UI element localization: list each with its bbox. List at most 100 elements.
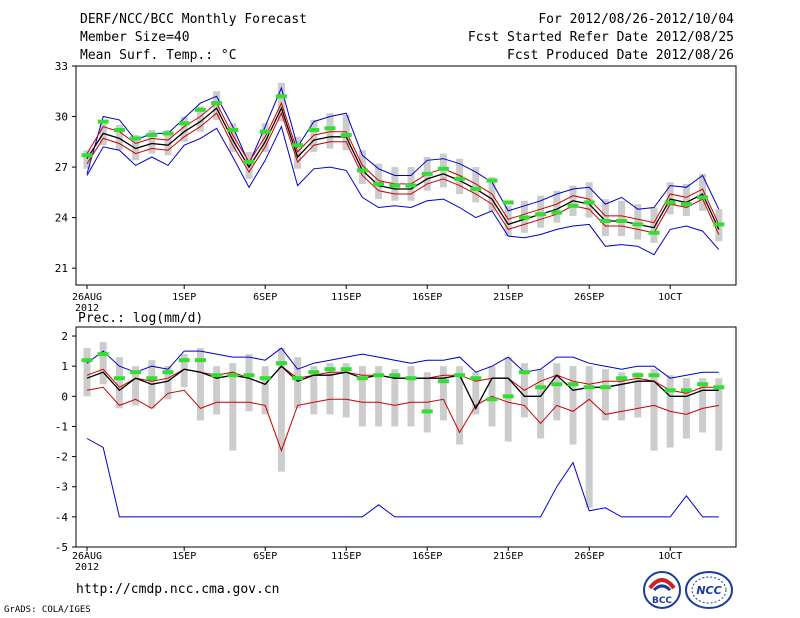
precipitation-observed-mark [454,373,466,378]
precipitation-spread-box [294,357,302,409]
temperature-observed-mark [243,160,255,165]
precipitation-spread-box [391,369,399,427]
precipitation-observed-mark [340,367,352,372]
precipitation-observed-mark [405,376,417,381]
source-url[interactable]: http://cmdp.ncc.cma.gov.cn [76,582,280,597]
precipitation-observed-mark [518,370,530,375]
temperature-spread-box [358,150,366,184]
temperature-spread-box [618,200,626,237]
precipitation-spread-box [261,366,269,415]
precipitation-observed-mark [389,373,401,378]
precipitation-spread-box [650,369,658,451]
temperature-plot-frame [75,65,737,286]
temperature-spread-box [213,91,221,120]
precipitation-observed-mark [616,376,628,381]
ncc-logo: NCC [685,571,733,609]
precipitation-observed-mark [259,376,271,381]
precipitation-observed-mark [162,370,174,375]
precipitation-y-tick-label: -3 [55,481,68,494]
temperature-observed-mark [502,200,514,205]
temperature-observed-mark [470,186,482,191]
started-refer-date: Fcst Started Refer Date 2012/08/25 [467,30,734,45]
precipitation-observed-mark [211,373,223,378]
precipitation-x-tick-label: 6SEP [253,551,277,562]
temperature-spread-box [180,116,188,142]
precipitation-observed-mark [664,388,676,393]
precipitation-x-tick-label: 21SEP [493,551,523,562]
temperature-observed-mark [454,176,466,181]
temperature-observed-mark [227,128,239,133]
temperature-observed-mark [421,171,433,176]
precipitation-spread-box [358,366,366,427]
variable-label: Mean Surf. Temp.: °C [80,48,237,63]
temperature-y-tick-label: 27 [55,161,68,174]
temperature-observed-mark [648,230,660,235]
temperature-upper-line [86,101,720,225]
temperature-x-tick-label: 1OCT [658,292,682,303]
precipitation-mean-line [86,365,719,410]
precipitation-observed-mark [227,373,239,378]
precipitation-spread-box [585,366,593,508]
temperature-spread-box [310,119,318,152]
precipitation-observed-mark [356,376,368,381]
bcc-logo-arc [648,578,676,590]
temperature-spread-box [585,182,593,218]
temperature-observed-mark [535,212,547,217]
temperature-x-tick-label: 26SEP [574,292,604,303]
precipitation-max-line [86,347,719,379]
temperature-observed-mark [551,210,563,215]
temperature-max-line [86,86,720,212]
precipitation-observed-mark [308,370,320,375]
temperature-year-label: 2012 [75,303,99,314]
precipitation-spread-box [699,378,707,433]
precipitation-spread-box [326,363,334,415]
precipitation-observed-mark [551,382,563,387]
precipitation-observed-mark [486,397,498,402]
precipitation-observed-mark [437,379,449,384]
temperature-spread-box [504,205,512,237]
precipitation-observed-mark [632,373,644,378]
precipitation-spread-box [245,354,253,412]
temperature-x-tick-label: 6SEP [253,292,277,303]
precipitation-observed-mark [373,373,385,378]
precipitation-observed-mark [583,385,595,390]
temperature-spread-box [699,173,707,211]
precipitation-spread-box [553,363,561,421]
temperature-observed-mark [616,218,628,223]
precipitation-spread-box [180,354,188,388]
temperature-min-line [86,125,720,256]
temperature-observed-mark [130,136,142,141]
temperature-observed-mark [178,121,190,126]
precipitation-spread-box [375,366,383,427]
temperature-spread-box [148,130,156,154]
temperature-observed-mark [697,195,709,200]
temperature-x-tick-label: 21SEP [493,292,523,303]
temperature-observed-mark [211,101,223,106]
forecast-period: For 2012/08/26-2012/10/04 [538,12,734,27]
temperature-observed-mark [340,133,352,138]
precipitation-observed-mark [243,373,255,378]
precipitation-spread-box [196,348,204,421]
temperature-spread-box [634,204,642,240]
precipitation-spread-box [164,366,172,400]
temperature-spread-box [196,106,204,132]
temperature-observed-mark [583,200,595,205]
temperature-observed-mark [146,133,158,138]
temperature-x-tick-label: 11SEP [331,292,361,303]
temperature-spread-box [666,182,674,215]
precipitation-x-tick-label: 26SEP [574,551,604,562]
precipitation-x-tick-label: 26AUG [72,551,102,562]
temperature-observed-mark [567,203,579,208]
temperature-spread-box [326,113,334,149]
precipitation-observed-mark [178,358,190,363]
temperature-observed-mark [405,183,417,188]
precipitation-spread-box [634,372,642,418]
temperature-observed-mark [632,222,644,227]
precipitation-spread-box [504,357,512,442]
precipitation-observed-mark [697,382,709,387]
temperature-observed-mark [81,153,93,158]
precipitation-x-tick-label: 1SEP [172,551,196,562]
precipitation-spread-box [229,363,237,451]
temperature-spread-box [456,158,464,195]
precip-chart-title: Prec.: log(mm/d) [78,311,203,326]
